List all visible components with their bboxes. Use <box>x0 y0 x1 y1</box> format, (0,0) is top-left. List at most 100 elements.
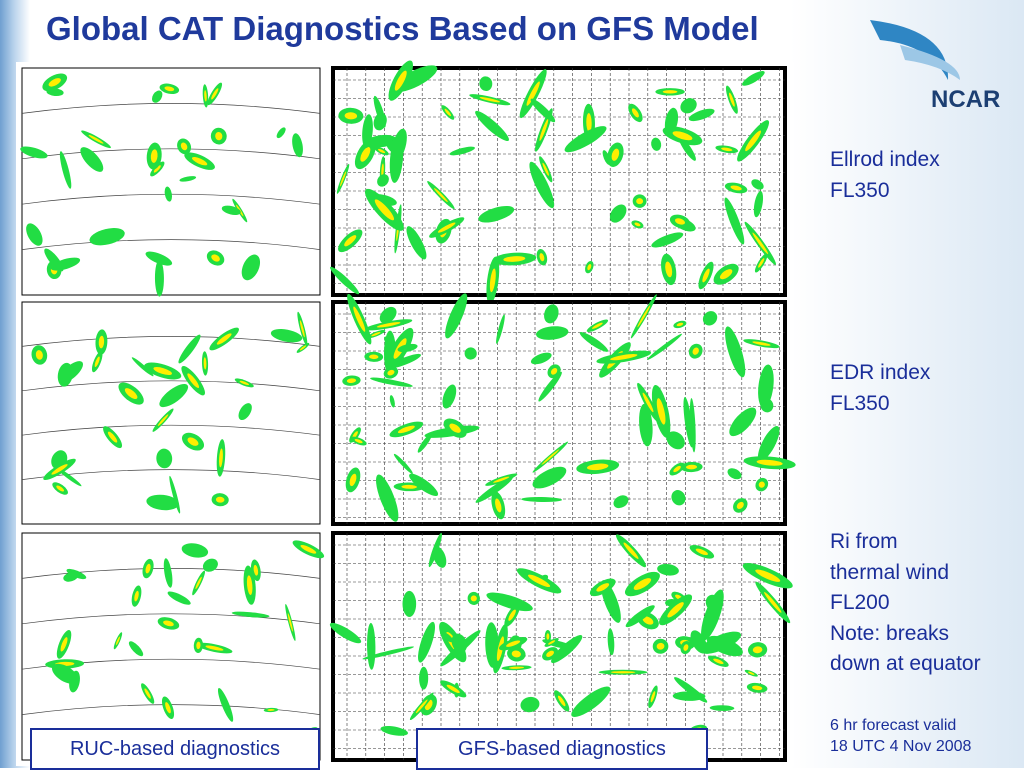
turbulence-core <box>153 366 172 376</box>
turbulence-core <box>446 684 460 694</box>
turbulence-area <box>532 466 567 489</box>
map-frame <box>331 66 787 297</box>
turbulence-area <box>179 176 197 182</box>
label-line: FL200 <box>830 591 890 614</box>
turbulence-area <box>131 357 154 377</box>
turbulence-core <box>444 108 451 117</box>
turbulence-core <box>542 162 549 176</box>
turbulence-core <box>745 130 761 152</box>
turbulence-area <box>329 622 362 644</box>
turbulence-area <box>402 590 417 617</box>
turbulence-core <box>215 131 223 141</box>
turbulence-area <box>167 591 191 605</box>
turbulence-core <box>548 640 556 645</box>
turbulence-core <box>550 367 558 375</box>
turbulence-area <box>440 630 481 667</box>
turbulence-core <box>637 305 651 328</box>
turbulence-area <box>241 254 261 281</box>
label-line: FL350 <box>830 178 890 202</box>
turbulence-core <box>756 459 783 466</box>
turbulence-area <box>58 361 84 383</box>
map-border <box>21 568 321 579</box>
turbulence-area <box>753 190 764 218</box>
turbulence-core <box>592 322 603 329</box>
turbulence-core <box>586 463 609 471</box>
turbulence-area <box>529 161 555 209</box>
turbulence-area <box>80 147 104 172</box>
turbulence-area <box>292 133 303 158</box>
turbulence-area <box>544 304 559 324</box>
turbulence-area <box>706 635 743 657</box>
turbulence-area <box>26 223 43 246</box>
turbulence-core <box>511 650 521 658</box>
turbulence-core <box>346 378 357 384</box>
turbulence-area <box>202 558 218 572</box>
turbulence-core <box>107 431 118 443</box>
turbulence-core <box>758 481 765 488</box>
caption: RUC-based diagnostics <box>30 728 320 770</box>
turbulence-core <box>150 149 158 163</box>
logo-mark <box>900 45 960 80</box>
turbulence-area <box>428 532 443 568</box>
turbulence-core <box>48 78 61 87</box>
turbulence-core <box>730 185 742 191</box>
turbulence-core <box>702 268 710 283</box>
turbulence-area <box>538 371 562 402</box>
turbulence-core <box>508 609 516 621</box>
turbulence-area <box>169 475 181 514</box>
turbulence-area <box>609 204 627 223</box>
turbulence-core <box>401 484 417 489</box>
turbulence-core <box>299 320 305 338</box>
turbulence-core <box>203 357 207 370</box>
turbulence-area <box>156 448 173 469</box>
turbulence-area <box>330 266 360 295</box>
turbulence-core <box>215 496 225 503</box>
turbulence-area <box>181 543 209 558</box>
turbulence-area <box>757 426 780 462</box>
turbulence-core <box>667 602 684 618</box>
label-line: EDR index <box>830 361 931 384</box>
turbulence-core <box>354 438 363 444</box>
turbulence-core <box>674 218 686 225</box>
turbulence-core <box>397 425 415 434</box>
turbulence-area <box>475 110 509 142</box>
turbulence-core <box>752 232 769 255</box>
turbulence-core <box>665 261 673 278</box>
turbulence-core <box>721 147 733 152</box>
turbulence-core <box>764 592 782 613</box>
turbulence-area <box>362 646 415 660</box>
turbulence-core <box>246 575 253 595</box>
map-border <box>21 103 321 114</box>
turbulence-area <box>727 468 742 480</box>
turbulence-area <box>613 495 629 509</box>
turbulence-core <box>541 449 560 465</box>
turbulence-core <box>610 671 636 674</box>
turbulence-core <box>470 595 477 602</box>
turbulence-core <box>153 165 161 173</box>
turbulence-core <box>415 699 428 714</box>
turbulence-core <box>728 92 735 107</box>
turbulence-area <box>651 232 684 248</box>
turbulence-area <box>391 128 407 162</box>
turbulence-area <box>66 568 87 580</box>
turbulence-core <box>546 650 555 657</box>
turbulence-core <box>267 709 275 711</box>
turbulence-area <box>672 691 706 701</box>
turbulence-area <box>417 433 433 453</box>
turbulence-area <box>178 334 201 364</box>
turbulence-core <box>360 147 371 162</box>
turbulence-area <box>475 476 513 503</box>
turbulence-area <box>551 635 583 664</box>
turbulence-core <box>683 644 689 651</box>
turbulence-area <box>607 628 615 656</box>
map-border <box>21 336 321 347</box>
turbulence-area <box>496 314 505 344</box>
turbulence-core <box>239 380 250 386</box>
turbulence-area <box>683 396 694 448</box>
label-line: down at equator <box>830 652 981 675</box>
turbulence-core <box>205 645 224 651</box>
turbulence-area <box>380 725 408 736</box>
turbulence-core <box>437 222 456 233</box>
turbulence-core <box>344 112 358 120</box>
